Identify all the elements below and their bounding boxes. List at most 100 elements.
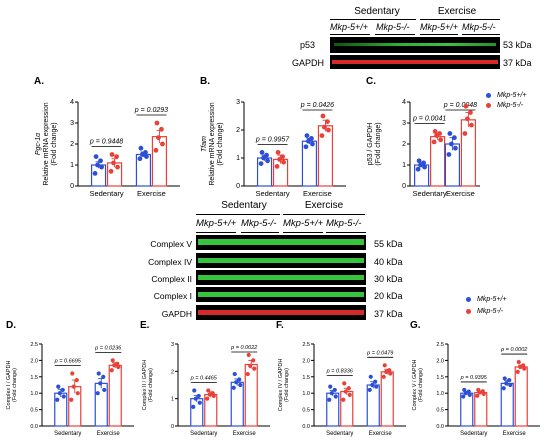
- data-point: [475, 393, 480, 398]
- data-point: [108, 168, 114, 174]
- bar: [460, 119, 477, 187]
- top-blot-band-p53: [330, 37, 500, 53]
- panel-label-f: F.: [276, 320, 284, 331]
- data-point: [61, 394, 66, 399]
- data-point: [251, 358, 256, 363]
- y-tick-label: 3: [70, 120, 74, 127]
- data-point: [469, 122, 474, 128]
- data-point: [387, 368, 392, 373]
- data-point: [71, 384, 76, 389]
- data-point: [60, 387, 65, 393]
- data-point: [368, 374, 373, 379]
- mid-blot-band-complex-i: [196, 287, 366, 302]
- p-value-label: p = 0.0293: [134, 107, 168, 114]
- data-point: [274, 164, 280, 169]
- y-tick-label: 0.0: [436, 424, 444, 430]
- top-blot-row-label-gapdh: GAPDH: [292, 58, 325, 68]
- y-axis-label-line: Relative mRNA expression: [209, 102, 216, 185]
- data-point: [111, 160, 116, 166]
- data-point: [329, 391, 334, 396]
- p-value-label: p = 0.0048: [443, 102, 477, 109]
- chart-b-tfam: Tfam Relative mRNA expression (Fold change…: [201, 99, 346, 198]
- data-point: [480, 389, 485, 394]
- panel-label-c: C.: [366, 76, 376, 87]
- y-tick-label: 2.0: [30, 358, 38, 364]
- mid-blot-genotype-3: Mkp-5+/+: [283, 218, 324, 229]
- data-point: [234, 380, 239, 385]
- mid-blot-kda-complex-iv: 40 kDa: [374, 257, 403, 267]
- y-tick-label: 0.5: [30, 408, 38, 414]
- data-point: [96, 371, 101, 376]
- data-point: [98, 158, 103, 164]
- data-point: [143, 150, 148, 155]
- data-point: [69, 397, 74, 402]
- y-tick-label: 2: [236, 127, 240, 134]
- data-point: [191, 404, 196, 409]
- legend-top-wt: Mkp-5+/+: [486, 92, 527, 99]
- data-point: [462, 387, 467, 393]
- legend-top-ko-marker: [486, 102, 491, 108]
- y-tick-label: 3: [171, 342, 174, 348]
- p-value-label: p = 0.0041: [412, 115, 446, 122]
- data-point: [232, 371, 237, 377]
- data-point: [446, 152, 452, 157]
- y-tick-label: 1.5: [30, 375, 38, 381]
- data-point: [280, 154, 285, 159]
- data-point: [501, 386, 506, 391]
- mid-blot-row-label-complex-v: Complex V: [150, 239, 192, 249]
- data-point: [281, 159, 286, 165]
- data-point: [438, 137, 443, 143]
- mid-blot-band-complex-iv: [196, 253, 366, 268]
- data-point: [95, 391, 100, 396]
- x-category-label: Sedentary: [190, 431, 217, 437]
- x-category-label: Sedentary: [460, 431, 487, 437]
- data-point: [159, 126, 164, 132]
- panel-label-d: D.: [6, 320, 16, 331]
- y-tick-label: 1.5: [302, 375, 310, 381]
- data-point: [466, 389, 471, 394]
- data-point: [449, 141, 454, 147]
- data-point: [252, 366, 257, 371]
- data-point: [333, 394, 338, 399]
- x-category-label: Exercise: [446, 189, 475, 198]
- y-tick-label: 4: [402, 99, 406, 106]
- data-point: [137, 156, 143, 162]
- y-tick-label: 4: [70, 99, 74, 106]
- y-tick-label: 1: [402, 162, 406, 169]
- y-axis-label-line: (Fold change): [12, 368, 18, 402]
- data-point: [507, 377, 512, 383]
- top-blot-group-exercise: Exercise: [437, 6, 477, 17]
- y-axis-label-line: (Fold change): [217, 122, 224, 165]
- mid-blot-band-complex-ii: [196, 270, 366, 285]
- legend-top-ko-label: Mkp-5-/-: [497, 102, 524, 109]
- data-point: [447, 131, 453, 136]
- y-axis-label-line: Complex V / GAPDH: [412, 359, 418, 410]
- data-point: [238, 382, 243, 388]
- data-point: [415, 166, 421, 172]
- legend-mid-ko: Mkp-5-/-: [466, 308, 503, 315]
- data-point: [277, 157, 282, 162]
- data-point: [328, 384, 333, 389]
- data-point: [245, 371, 250, 377]
- y-tick-label: 3: [236, 99, 240, 106]
- data-point: [388, 371, 393, 376]
- data-point: [303, 144, 309, 150]
- mid-blot-genotype-4: Mkp-5-/-: [326, 218, 362, 229]
- p-value-label: p = 0.9448: [89, 139, 123, 146]
- data-point: [462, 131, 468, 136]
- top-blot-row-label-p53: p53: [300, 40, 316, 50]
- top-blot-group-sedentary: Sedentary: [354, 6, 400, 17]
- data-point: [461, 394, 466, 399]
- data-point: [114, 154, 119, 159]
- data-point: [310, 141, 315, 147]
- data-point: [382, 363, 387, 368]
- bar: [380, 371, 394, 427]
- top-blot-genotype-2: Mkp-5-/-: [376, 22, 410, 32]
- x-category-label: Sedentary: [89, 189, 123, 198]
- x-category-label: Sedentary: [412, 189, 446, 198]
- chart-g-complex-v: Complex V / GAPDH (Fold change) 0.0 0.5 1.0 1…: [412, 342, 540, 437]
- y-tick-label: 0: [171, 424, 174, 430]
- y-tick-label: 2: [402, 141, 406, 148]
- top-blot-band-gapdh: [330, 55, 500, 69]
- data-point: [192, 388, 197, 393]
